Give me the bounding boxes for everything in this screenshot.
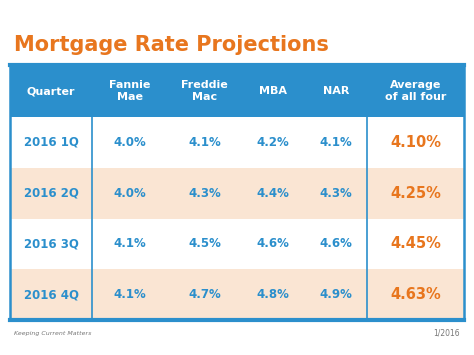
Text: 4.63%: 4.63%	[390, 287, 441, 302]
Text: Average
of all four: Average of all four	[385, 80, 447, 102]
Text: 4.6%: 4.6%	[319, 237, 353, 250]
Text: 4.1%: 4.1%	[113, 237, 146, 250]
Text: Freddie
Mac: Freddie Mac	[181, 80, 228, 102]
Text: 4.1%: 4.1%	[113, 288, 146, 301]
Text: Keeping Current Matters: Keeping Current Matters	[14, 331, 91, 335]
Text: 2016 4Q: 2016 4Q	[24, 288, 79, 301]
Text: 4.3%: 4.3%	[319, 187, 352, 200]
Text: Mortgage Rate Projections: Mortgage Rate Projections	[14, 35, 329, 55]
Text: 4.1%: 4.1%	[188, 136, 221, 149]
Text: 4.7%: 4.7%	[188, 288, 221, 301]
Text: 4.5%: 4.5%	[188, 237, 221, 250]
Text: 4.3%: 4.3%	[188, 187, 221, 200]
Text: 4.10%: 4.10%	[390, 135, 441, 150]
Text: NAR: NAR	[323, 86, 349, 96]
Text: 2016 2Q: 2016 2Q	[24, 187, 79, 200]
Text: MBA: MBA	[259, 86, 287, 96]
Bar	[10, 65, 464, 117]
Text: 1/2016: 1/2016	[433, 328, 460, 338]
Text: 4.25%: 4.25%	[390, 186, 441, 201]
Text: 4.4%: 4.4%	[257, 187, 290, 200]
Text: 4.1%: 4.1%	[319, 136, 352, 149]
Text: 2016 1Q: 2016 1Q	[24, 136, 79, 149]
Bar	[10, 269, 464, 320]
Text: Fannie
Mae: Fannie Mae	[109, 80, 150, 102]
Text: 4.2%: 4.2%	[257, 136, 290, 149]
Text: Quarter: Quarter	[27, 86, 75, 96]
Text: 4.6%: 4.6%	[257, 237, 290, 250]
Text: 4.8%: 4.8%	[257, 288, 290, 301]
Text: 4.9%: 4.9%	[319, 288, 353, 301]
Text: 2016 3Q: 2016 3Q	[24, 237, 79, 250]
Text: 4.45%: 4.45%	[390, 236, 441, 251]
Bar	[10, 168, 464, 218]
Bar	[10, 65, 464, 320]
Text: 4.0%: 4.0%	[113, 136, 146, 149]
Text: 4.0%: 4.0%	[113, 187, 146, 200]
Bar	[10, 218, 464, 269]
Bar	[10, 117, 464, 168]
